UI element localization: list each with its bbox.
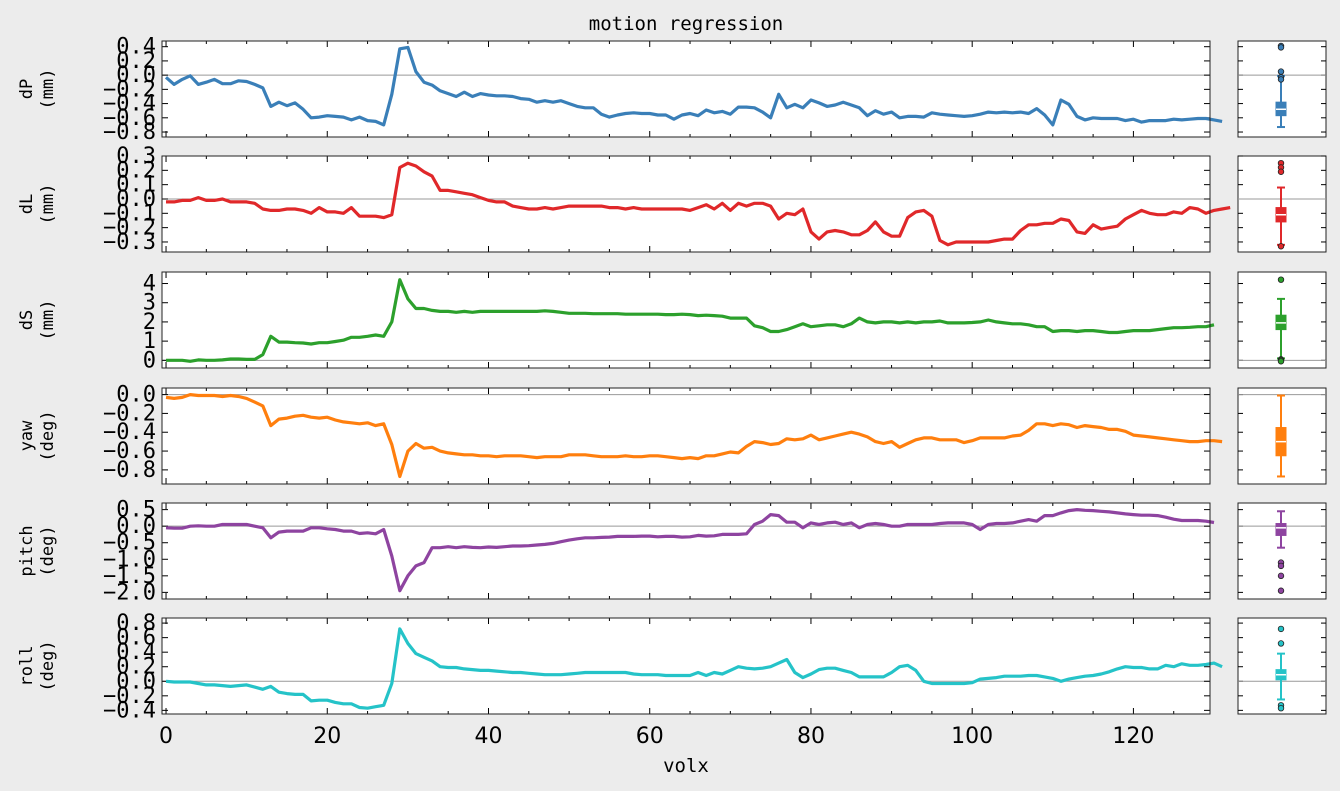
panel-pitch: 0.50.0−0.5−1.0−1.5−2.0 pitch (deg) xyxy=(17,498,1327,605)
box-outlier-dP xyxy=(1277,68,1285,75)
x-tick-label: 120 xyxy=(1112,724,1154,749)
box-outlier-roll xyxy=(1277,625,1285,633)
series-line-dP xyxy=(164,45,1223,127)
y-axis-name-dP: dP xyxy=(17,79,37,99)
y-axis-unit-dL: (mm) xyxy=(38,184,58,225)
y-tick-label-dP: 0.0 xyxy=(116,63,156,88)
panels: 0.40.20.0−0.2−0.4−0.6−0.8dP (mm)0.30.20.1… xyxy=(17,35,1327,749)
y-tick-label-dS: 2 xyxy=(143,310,156,335)
box-iqr-pitch xyxy=(1275,523,1287,536)
y-tick-label-dS: 4 xyxy=(143,272,156,297)
y-tick-label-pitch: −1.0 xyxy=(103,547,156,572)
series-line-yaw xyxy=(165,393,1223,479)
y-tick-label-roll: 0.4 xyxy=(116,640,156,665)
series-line-dL xyxy=(166,161,1231,247)
box-outlier-pitch xyxy=(1277,587,1285,594)
y-tick-label-pitch: −2.0 xyxy=(103,580,156,605)
y-tick-label-dL: 0.0 xyxy=(116,187,156,212)
box-outlier-pitch xyxy=(1277,562,1285,570)
y-axis-name-dS: dS xyxy=(17,310,37,330)
y-tick-label-yaw: −0.4 xyxy=(103,420,156,445)
box-outlier-roll xyxy=(1277,704,1285,712)
y-tick-label-roll: 0.6 xyxy=(116,626,156,651)
y-axis-unit-yaw: (deg) xyxy=(38,410,58,461)
y-axis-name-pitch: pitch xyxy=(17,525,37,576)
plot-area-pitch xyxy=(162,503,1210,599)
y-tick-label-dL: 0.3 xyxy=(116,144,156,169)
y-tick-label-pitch: −0.5 xyxy=(103,531,156,556)
y-axis-unit-dS: (mm) xyxy=(38,300,58,341)
y-tick-label-yaw: −0.2 xyxy=(103,401,156,426)
box-outlier-dL xyxy=(1277,168,1285,175)
plot-area-dS xyxy=(162,272,1210,368)
series-line-pitch xyxy=(165,508,1215,593)
y-tick-label-yaw: 0.0 xyxy=(116,383,156,408)
y-tick-label-pitch: −1.5 xyxy=(103,564,156,589)
plot-area-yaw xyxy=(162,388,1210,484)
y-tick-label-dS: 1 xyxy=(143,329,156,354)
y-axis-unit-pitch: (deg) xyxy=(38,525,58,576)
panel-dP: 0.40.20.0−0.2−0.4−0.6−0.8 dP (mm) xyxy=(17,35,1327,145)
series-line-roll xyxy=(165,627,1223,710)
y-tick-label-dL: −0.2 xyxy=(103,216,156,241)
y-tick-label-roll: −0.2 xyxy=(103,684,156,709)
y-axis-name-dL: dL xyxy=(17,194,37,214)
y-tick-label-yaw: −0.8 xyxy=(103,458,156,483)
y-tick-label-dL: −0.1 xyxy=(103,201,156,226)
x-tick-label: 0 xyxy=(159,724,173,749)
y-tick-label-dP: −0.6 xyxy=(103,106,156,131)
box-outlier-roll xyxy=(1277,640,1285,647)
x-tick-label: 40 xyxy=(474,724,502,749)
y-tick-label-dP: −0.4 xyxy=(103,92,156,117)
x-tick-label: 80 xyxy=(797,724,825,749)
plot-area-dL xyxy=(162,156,1210,252)
y-tick-label-roll: 0.8 xyxy=(116,611,156,636)
y-tick-label-dP: 0.2 xyxy=(116,49,156,74)
y-axis-name-roll: roll xyxy=(17,646,37,687)
series-line-dS xyxy=(166,278,1215,363)
y-tick-label-roll: 0.2 xyxy=(116,655,156,680)
y-tick-label-dL: 0.1 xyxy=(116,173,156,198)
axes-frame-pitch xyxy=(161,502,1211,600)
y-tick-label-dL: 0.2 xyxy=(116,158,156,183)
y-tick-label-yaw: −0.6 xyxy=(103,439,156,464)
y-tick-label-dP: −0.2 xyxy=(103,77,156,102)
box-outlier-dS xyxy=(1277,276,1285,283)
y-tick-label-dL: −0.3 xyxy=(103,230,156,255)
plot-area-roll xyxy=(162,618,1210,714)
panel-dL: 0.30.20.10.0−0.1−0.2−0.3 dL (mm) xyxy=(17,144,1327,255)
y-tick-label-roll: −0.4 xyxy=(103,698,156,723)
y-tick-label-roll: 0.0 xyxy=(116,669,156,694)
axes-frame-dS xyxy=(161,271,1211,369)
y-tick-label-dP: 0.4 xyxy=(116,35,156,60)
y-tick-label-dS: 0 xyxy=(143,348,156,373)
x-axis-label: volx xyxy=(663,755,709,777)
y-tick-label-pitch: 0.5 xyxy=(116,498,156,523)
box-outlier-dS xyxy=(1277,358,1285,365)
panel-roll: 0.80.60.40.20.0−0.2−0.4 roll (deg) xyxy=(17,611,1327,723)
axes-frame-yaw xyxy=(161,387,1211,485)
y-axis-name-yaw: yaw xyxy=(17,420,37,451)
plot-area-dP xyxy=(162,41,1210,137)
panel-yaw: 0.0−0.2−0.4−0.6−0.8 yaw (deg) xyxy=(17,383,1327,485)
axes-frame-dL xyxy=(161,155,1211,253)
box-outlier-dP xyxy=(1277,44,1285,51)
x-tick-label: 60 xyxy=(636,724,664,749)
box-outlier-pitch xyxy=(1277,572,1285,580)
y-axis-unit-dP: (mm) xyxy=(38,69,58,110)
box-outlier-dL xyxy=(1277,243,1285,250)
y-axis-unit-roll: (deg) xyxy=(38,640,58,691)
box-outlier-dP xyxy=(1277,76,1285,83)
axes-frame-dP xyxy=(161,40,1211,138)
y-tick-label-dP: −0.8 xyxy=(103,120,156,145)
x-tick-label: 100 xyxy=(951,724,993,749)
axes-frame-roll xyxy=(161,617,1211,715)
y-tick-label-dS: 3 xyxy=(143,291,156,316)
chart-title: motion regression xyxy=(589,13,783,35)
x-tick-label: 20 xyxy=(313,724,341,749)
y-tick-label-pitch: 0.0 xyxy=(116,514,156,539)
